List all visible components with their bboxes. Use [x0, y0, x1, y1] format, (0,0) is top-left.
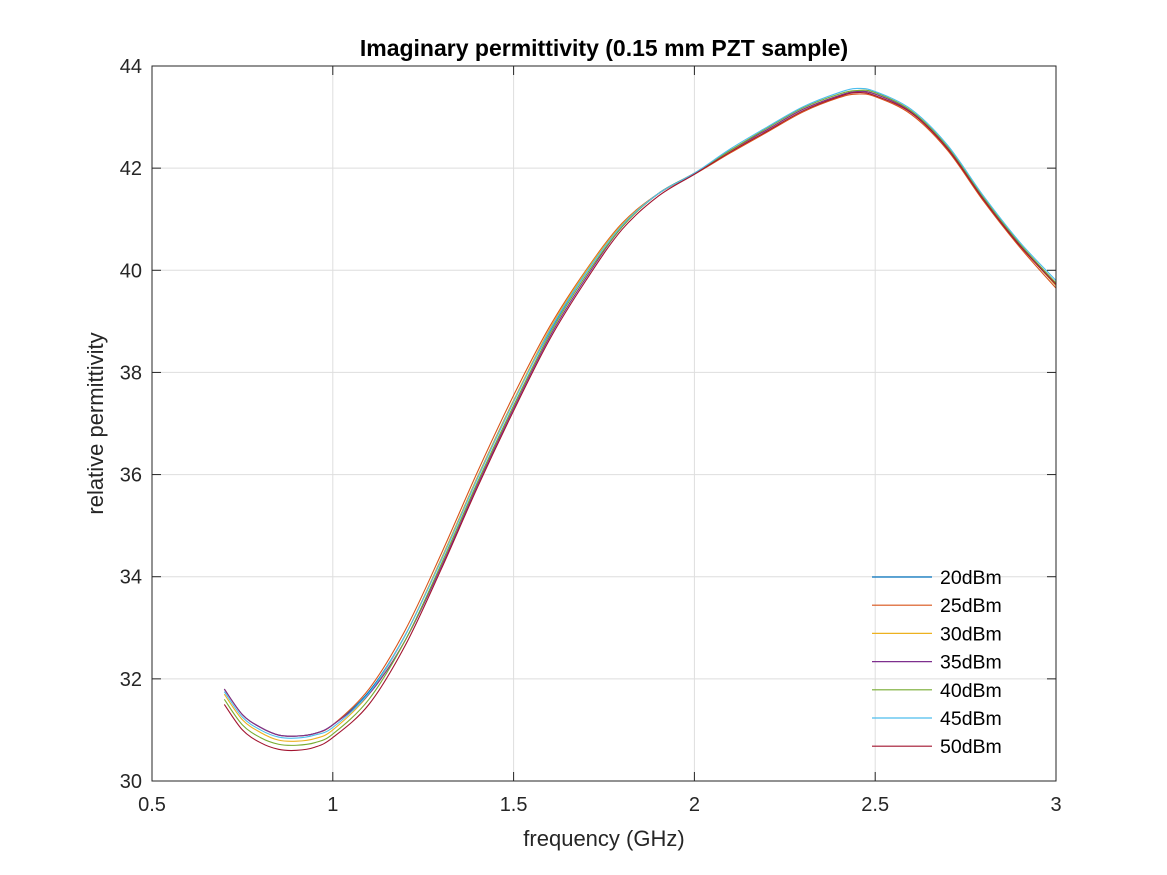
y-tick-label: 34	[120, 567, 142, 589]
y-tick-label: 38	[120, 362, 142, 384]
legend-label: 40dBm	[940, 680, 1002, 702]
x-axis-label: frequency (GHz)	[523, 826, 684, 851]
legend-item: 35dBm	[872, 652, 1002, 674]
x-tick-label: 0.5	[138, 794, 166, 816]
series-line-35dBm	[223, 90, 1057, 737]
series-line-50dBm	[223, 91, 1057, 752]
x-tick-label: 2.5	[861, 794, 889, 816]
legend-item: 30dBm	[872, 623, 1002, 645]
legend-label: 20dBm	[940, 567, 1002, 589]
legend-item: 25dBm	[872, 595, 1002, 617]
y-tick-label: 44	[120, 56, 142, 78]
plot-area-frame	[151, 65, 1057, 782]
grid-layer	[152, 66, 1056, 781]
chart-title: Imaginary permittivity (0.15 mm PZT samp…	[360, 35, 848, 61]
legend-item: 40dBm	[872, 680, 1002, 702]
legend-item: 50dBm	[872, 736, 1002, 758]
series-line-30dBm	[223, 90, 1057, 742]
legend-label: 25dBm	[940, 595, 1002, 617]
x-tick-label: 1.5	[500, 794, 528, 816]
y-tick-label: 36	[120, 465, 142, 487]
legend-label: 35dBm	[940, 652, 1002, 674]
series-line-45dBm	[223, 87, 1057, 739]
legend-label: 30dBm	[940, 623, 1002, 645]
x-tick-label: 2	[689, 794, 700, 816]
legend-label: 45dBm	[940, 708, 1002, 730]
y-tick-label: 30	[120, 771, 142, 793]
x-tick-label: 3	[1050, 794, 1061, 816]
series-layer	[223, 87, 1057, 752]
y-tick-label: 42	[120, 158, 142, 180]
x-tick-label: 1	[327, 794, 338, 816]
series-line-40dBm	[223, 89, 1057, 746]
y-tick-label: 40	[120, 260, 142, 282]
y-tick-label: 32	[120, 669, 142, 691]
legend: 20dBm 25dBm 30dBm 35dBm 40dBm 45dBm 50dBm	[872, 567, 1002, 758]
tick-layer: 0.5 1 1.5 2 2.5 3 30 32 34 36 38 40 42 44	[120, 56, 1062, 816]
legend-label: 50dBm	[940, 736, 1002, 758]
series-line-20dBm	[223, 90, 1057, 737]
series-line-25dBm	[223, 93, 1057, 737]
legend-item: 20dBm	[872, 567, 1002, 589]
legend-item: 45dBm	[872, 708, 1002, 730]
y-axis-label: relative permittivity	[83, 332, 108, 514]
